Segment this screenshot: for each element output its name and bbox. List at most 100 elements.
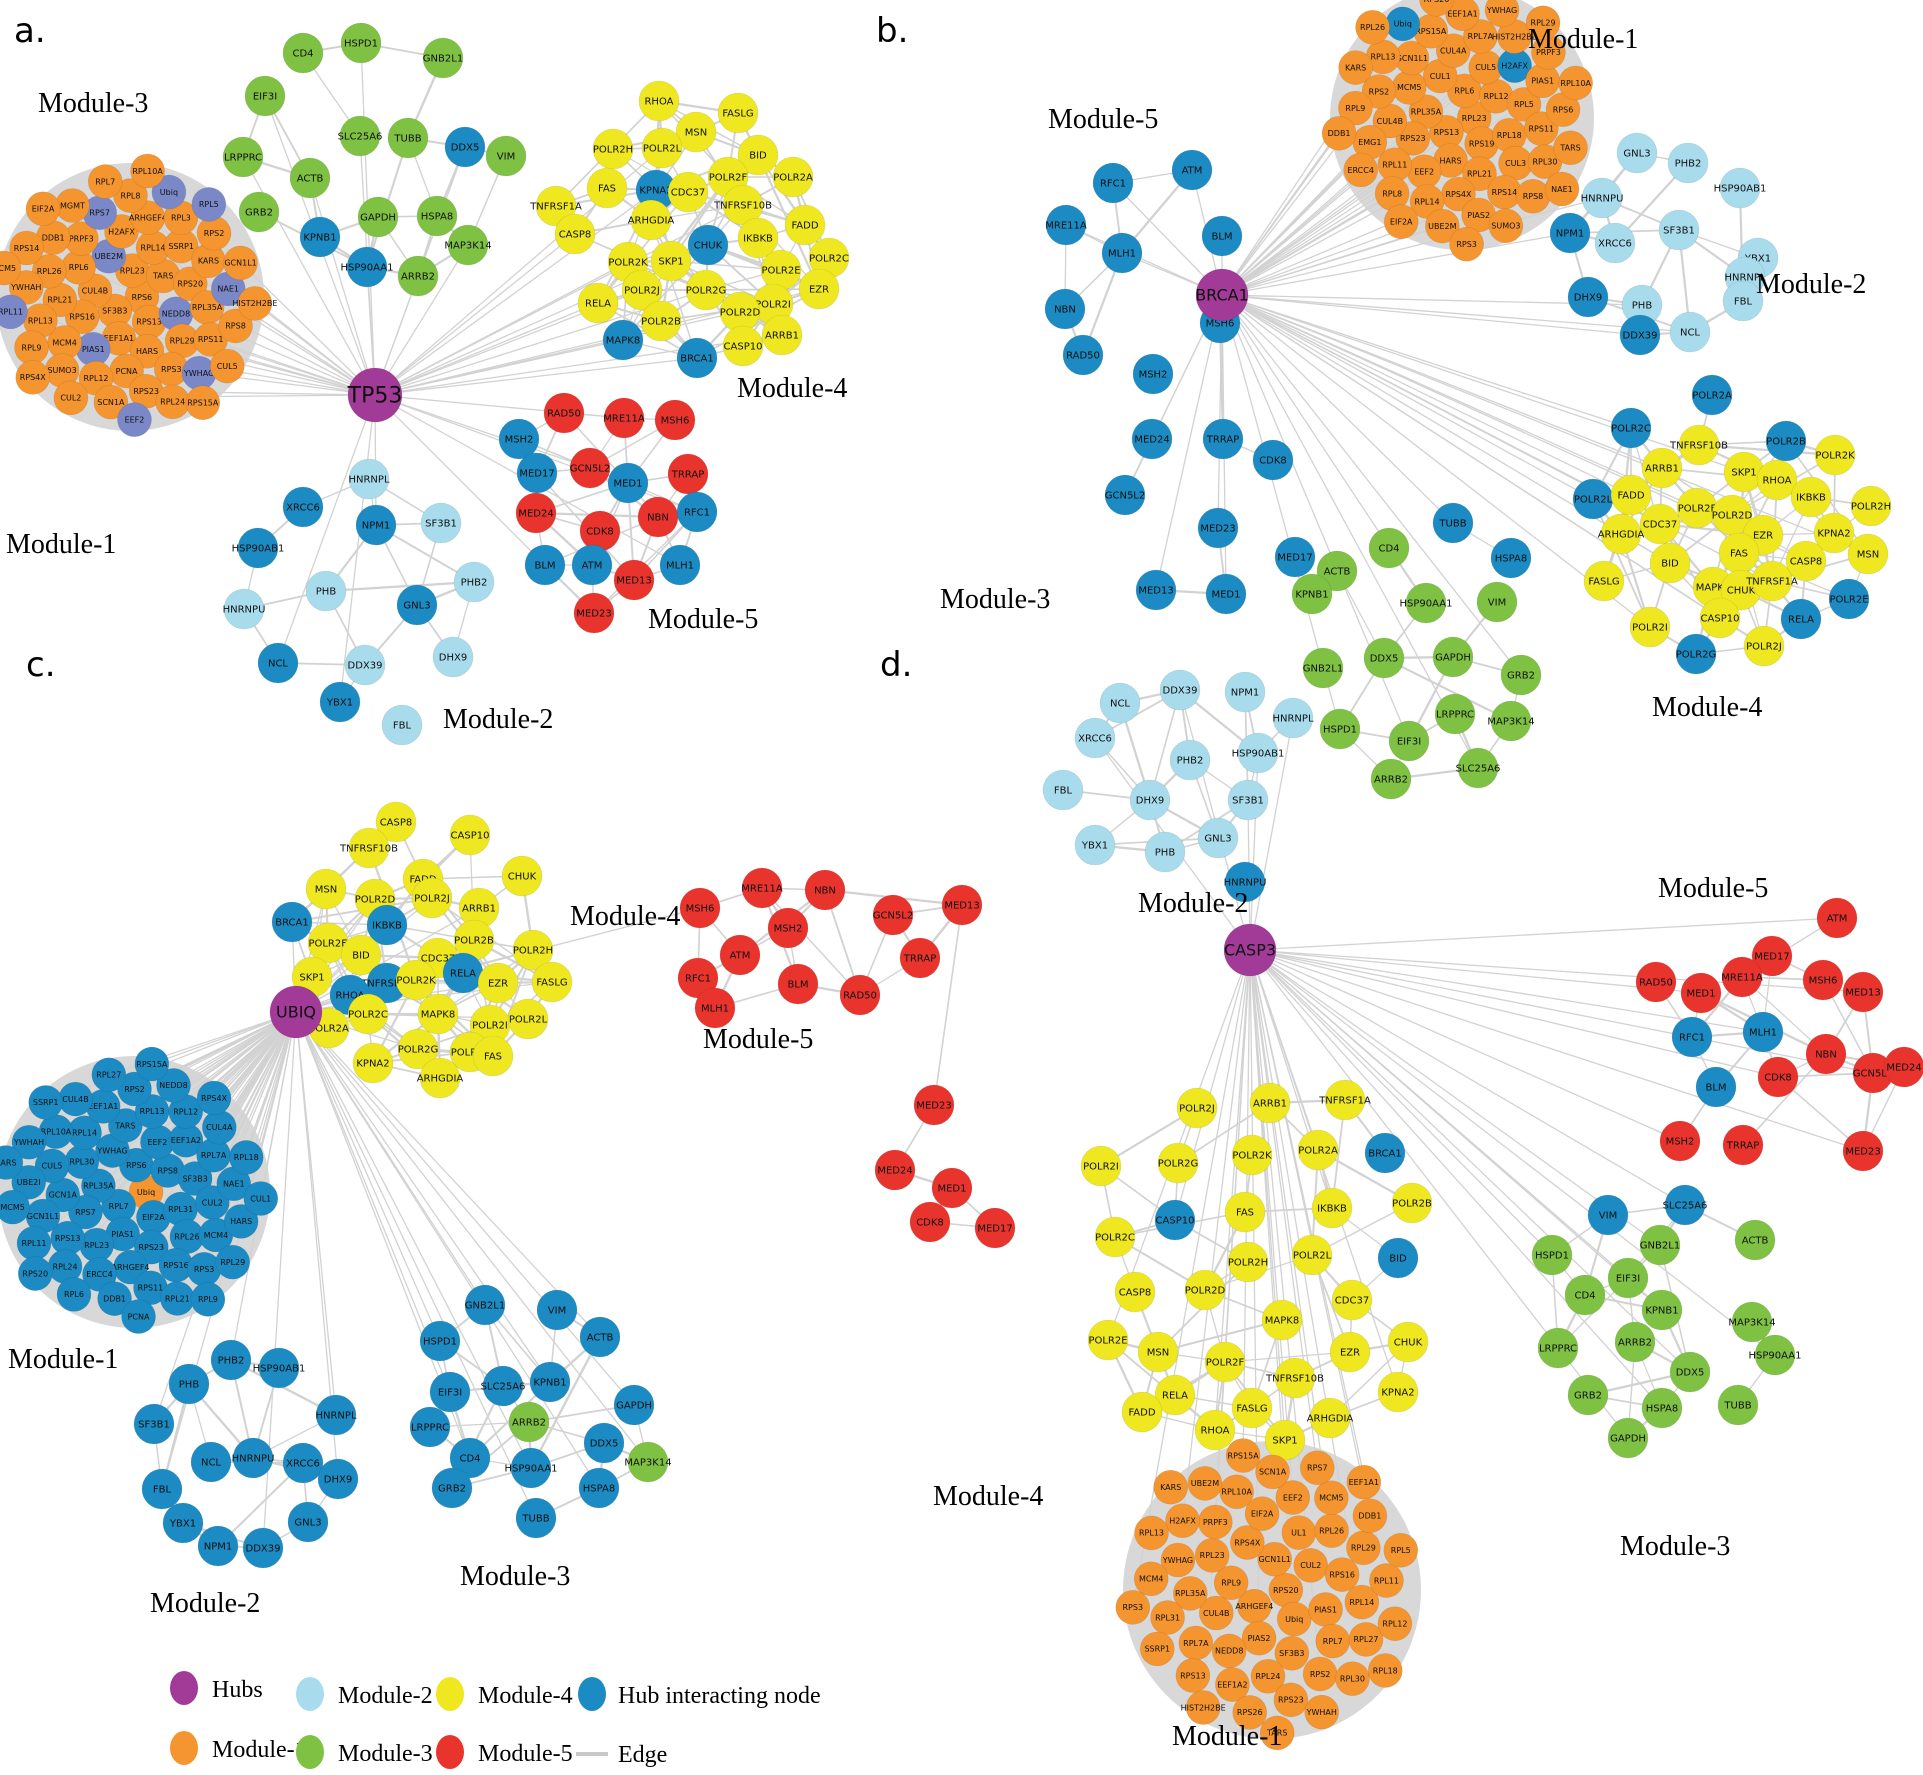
node-NCL[interactable]: NCL	[1099, 682, 1141, 724]
node-RPL31[interactable]: RPL31	[1150, 1600, 1185, 1635]
node-EEF1A1[interactable]: EEF1A1	[1445, 0, 1480, 32]
node-KPNB1[interactable]: KPNB1	[529, 1361, 571, 1403]
node-RAD50[interactable]: RAD50	[839, 974, 881, 1016]
node-RAD50[interactable]: RAD50	[1062, 334, 1104, 376]
node-CD4[interactable]: CD4	[449, 1437, 491, 1479]
node-HIST2H2BE[interactable]: HIST2H2BE	[232, 286, 277, 321]
node-UBIQ[interactable]: UBIQ	[269, 985, 323, 1039]
node-GCN1L1[interactable]: GCN1L1	[1257, 1541, 1293, 1577]
node-MED24[interactable]: MED24	[874, 1149, 916, 1191]
node-RPL5[interactable]: RPL5	[1506, 87, 1542, 122]
node-POLR2F[interactable]: POLR2F	[1204, 1341, 1246, 1383]
node-TRRAP[interactable]: TRRAP	[1202, 418, 1244, 460]
node-FADD[interactable]: FADD	[1610, 474, 1652, 516]
node-PHB2[interactable]: PHB2	[1169, 739, 1211, 781]
node-POLR2C[interactable]: POLR2C	[1610, 407, 1652, 449]
node-RFC1[interactable]: RFC1	[677, 957, 719, 999]
node-MED13[interactable]: MED13	[1842, 971, 1884, 1013]
node-CASP10[interactable]: CASP10	[1154, 1199, 1196, 1241]
node-GCN5L2[interactable]: GCN5L2	[1104, 474, 1146, 516]
node-NAE1[interactable]: NAE1	[1544, 171, 1580, 207]
node-CASP8[interactable]: CASP8	[1114, 1271, 1156, 1313]
node-FBL[interactable]: FBL	[381, 704, 423, 746]
node-RPL11[interactable]: RPL11	[0, 294, 28, 330]
node-RPS20[interactable]: RPS20	[172, 266, 208, 302]
node-BRCA1[interactable]: BRCA1	[1195, 268, 1249, 322]
node-MED1[interactable]: MED1	[931, 1167, 973, 1209]
node-RPS4X[interactable]: RPS4X	[1230, 1525, 1265, 1560]
node-POLR2L[interactable]: POLR2L	[507, 998, 549, 1040]
node-MCM5[interactable]: MCM5	[1391, 70, 1427, 105]
node-RPL30[interactable]: RPL30	[64, 1144, 100, 1180]
node-CDK8[interactable]: CDK8	[909, 1201, 951, 1243]
node-MED13[interactable]: MED13	[941, 884, 983, 926]
node-TNFRSF10B[interactable]: TNFRSF10B	[1265, 1357, 1324, 1399]
node-HNRNPU[interactable]: HNRNPU	[223, 588, 266, 630]
node-RPL14[interactable]: RPL14	[1409, 184, 1445, 219]
node-DDB1[interactable]: DDB1	[97, 1281, 132, 1316]
node-TUBB[interactable]: TUBB	[515, 1497, 557, 1539]
node-SKP1[interactable]: SKP1	[1264, 1419, 1306, 1461]
node-MED23[interactable]: MED23	[1842, 1130, 1884, 1172]
node-KARS[interactable]: KARS	[0, 1145, 24, 1180]
node-ARHGDIA[interactable]: ARHGDIA	[417, 1057, 464, 1099]
node-RPL27[interactable]: RPL27	[91, 1057, 127, 1093]
node-HSP90AA1[interactable]: HSP90AA1	[505, 1447, 558, 1489]
node-RPS7[interactable]: RPS7	[1300, 1450, 1335, 1486]
node-HSP90AA1[interactable]: HSP90AA1	[1400, 582, 1453, 624]
node-CUL4B[interactable]: CUL4B	[58, 1081, 93, 1117]
node-KARS[interactable]: KARS	[1338, 50, 1373, 85]
node-PHB[interactable]: PHB	[168, 1363, 210, 1405]
node-HNRNPL[interactable]: HNRNPL	[1272, 697, 1314, 739]
node-PIAS1[interactable]: PIAS1	[1525, 63, 1560, 99]
node-RPS2[interactable]: RPS2	[196, 215, 232, 251]
node-MSN[interactable]: MSN	[1847, 533, 1889, 575]
node-FAS[interactable]: FAS	[1718, 532, 1760, 574]
node-RPS4X[interactable]: RPS4X	[196, 1080, 232, 1116]
node-GAPDH[interactable]: GAPDH	[357, 196, 399, 238]
node-RPL23[interactable]: RPL23	[79, 1227, 114, 1263]
node-POLR2B[interactable]: POLR2B	[1765, 420, 1807, 462]
node-PCNA[interactable]: PCNA	[121, 1299, 156, 1334]
node-CUL2[interactable]: CUL2	[1293, 1548, 1328, 1583]
node-HSPD1[interactable]: HSPD1	[419, 1320, 461, 1362]
node-IKBKB[interactable]: IKBKB	[1311, 1187, 1353, 1229]
node-FASLG[interactable]: FASLG	[1231, 1387, 1273, 1429]
node-RPS11[interactable]: RPS11	[193, 322, 228, 357]
node-MAPK8[interactable]: MAPK8	[417, 993, 459, 1035]
node-KPNB1[interactable]: KPNB1	[1641, 1289, 1683, 1331]
node-POLR2G[interactable]: POLR2G	[397, 1028, 439, 1070]
node-MLH1[interactable]: MLH1	[1742, 1011, 1784, 1053]
node-POLR2H[interactable]: POLR2H	[512, 929, 554, 971]
node-EEF1A2[interactable]: EEF1A2	[1215, 1667, 1250, 1702]
node-HSP90AB1[interactable]: HSP90AB1	[1232, 732, 1285, 774]
node-RPS8[interactable]: RPS8	[218, 308, 253, 344]
node-GNB2L1[interactable]: GNB2L1	[464, 1284, 506, 1326]
node-BLM[interactable]: BLM	[777, 963, 819, 1005]
node-MED24[interactable]: MED24	[1131, 418, 1173, 460]
node-MED1[interactable]: MED1	[607, 462, 649, 504]
node-CDC37[interactable]: CDC37	[1331, 1279, 1373, 1321]
node-HSPA8[interactable]: HSPA8	[416, 195, 458, 237]
node-CDC37[interactable]: CDC37	[1639, 503, 1681, 545]
node-SF3B1[interactable]: SF3B1	[1658, 209, 1700, 251]
node-POLR2J[interactable]: POLR2J	[1743, 625, 1785, 667]
node-FBL[interactable]: FBL	[141, 1468, 183, 1510]
node-XRCC6[interactable]: XRCC6	[282, 1442, 324, 1484]
node-RPL35A[interactable]: RPL35A	[81, 1168, 116, 1204]
node-MED17[interactable]: MED17	[1751, 935, 1793, 977]
node-PRPF3[interactable]: PRPF3	[64, 221, 99, 256]
node-RELA[interactable]: RELA	[577, 282, 619, 324]
node-CDK8[interactable]: CDK8	[1757, 1056, 1799, 1098]
node-MSH2[interactable]: MSH2	[767, 907, 809, 949]
node-POLR2J[interactable]: POLR2J	[1176, 1087, 1218, 1129]
node-MAP3K14[interactable]: MAP3K14	[624, 1441, 672, 1483]
node-RPL11[interactable]: RPL11	[16, 1226, 52, 1261]
node-RPS20[interactable]: RPS20	[1268, 1572, 1304, 1608]
node-MED17[interactable]: MED17	[1274, 536, 1316, 578]
node-EIF3I[interactable]: EIF3I	[1388, 720, 1430, 762]
node-ACTB[interactable]: ACTB	[289, 157, 331, 199]
node-RELA[interactable]: RELA	[1154, 1374, 1196, 1416]
node-SSRP1[interactable]: SSRP1	[1139, 1631, 1175, 1667]
node-POLR2L[interactable]: POLR2L	[1291, 1234, 1333, 1276]
